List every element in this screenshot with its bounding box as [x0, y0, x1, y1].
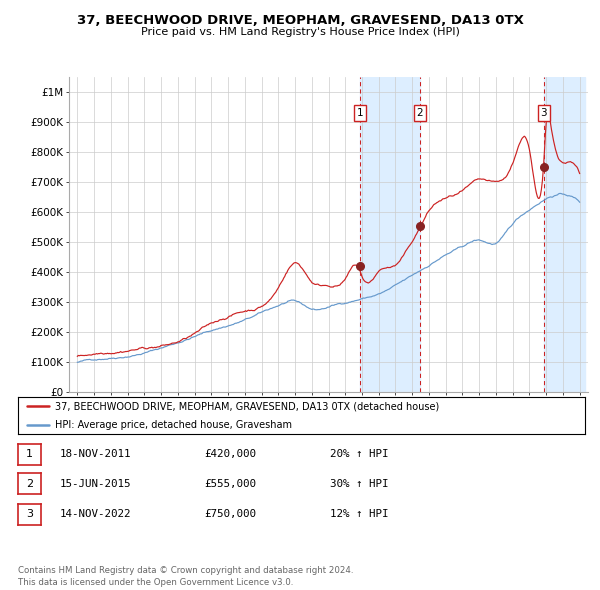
Text: 20% ↑ HPI: 20% ↑ HPI — [330, 450, 389, 459]
Text: 18-NOV-2011: 18-NOV-2011 — [60, 450, 131, 459]
Text: £555,000: £555,000 — [204, 479, 256, 489]
Text: 2: 2 — [26, 479, 33, 489]
Text: 30% ↑ HPI: 30% ↑ HPI — [330, 479, 389, 489]
Text: £750,000: £750,000 — [204, 510, 256, 519]
Text: 12% ↑ HPI: 12% ↑ HPI — [330, 510, 389, 519]
Text: 3: 3 — [26, 510, 33, 519]
Text: 14-NOV-2022: 14-NOV-2022 — [60, 510, 131, 519]
Text: 15-JUN-2015: 15-JUN-2015 — [60, 479, 131, 489]
Text: Price paid vs. HM Land Registry's House Price Index (HPI): Price paid vs. HM Land Registry's House … — [140, 28, 460, 37]
Text: Contains HM Land Registry data © Crown copyright and database right 2024.
This d: Contains HM Land Registry data © Crown c… — [18, 566, 353, 587]
Text: 3: 3 — [541, 108, 547, 118]
Text: 37, BEECHWOOD DRIVE, MEOPHAM, GRAVESEND, DA13 0TX (detached house): 37, BEECHWOOD DRIVE, MEOPHAM, GRAVESEND,… — [55, 401, 439, 411]
Text: 1: 1 — [26, 450, 33, 459]
Text: 1: 1 — [356, 108, 363, 118]
Text: 2: 2 — [416, 108, 423, 118]
Text: HPI: Average price, detached house, Gravesham: HPI: Average price, detached house, Grav… — [55, 419, 292, 430]
Text: 37, BEECHWOOD DRIVE, MEOPHAM, GRAVESEND, DA13 0TX: 37, BEECHWOOD DRIVE, MEOPHAM, GRAVESEND,… — [77, 14, 523, 27]
Bar — [360, 77, 420, 392]
Text: £420,000: £420,000 — [204, 450, 256, 459]
Bar — [544, 77, 584, 392]
